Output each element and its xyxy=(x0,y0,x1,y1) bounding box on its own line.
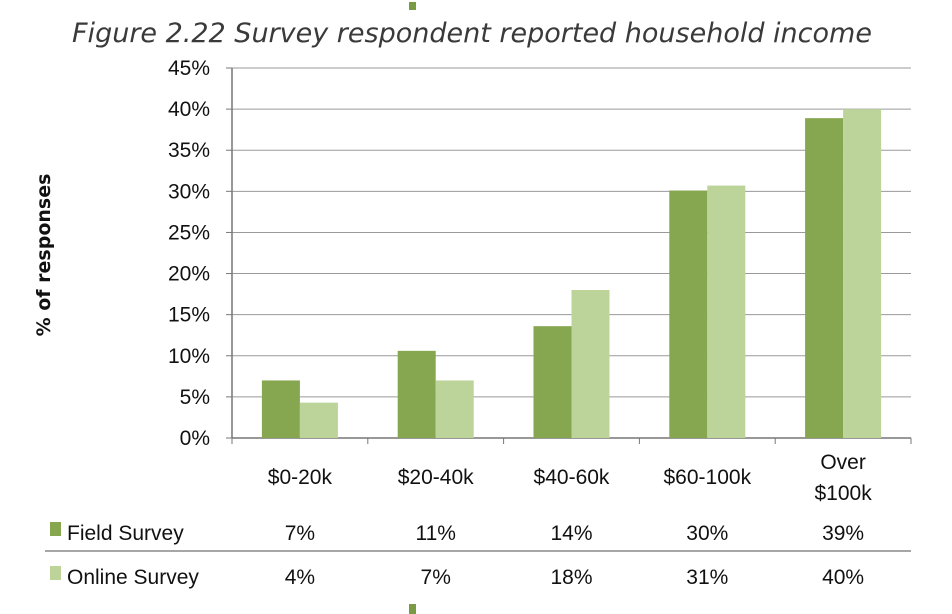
category-labels: $0-20k $20-40k $40-60k $60-100k Over $100k xyxy=(268,451,872,505)
y-tick-label: 20% xyxy=(168,263,210,286)
data-table: Field Survey 7% 11% 14% 30% 39% Online Survey 4… xyxy=(45,522,911,589)
category-label: Over xyxy=(820,451,866,474)
category-label: $60-100k xyxy=(664,466,752,489)
table-value: 31% xyxy=(686,566,728,589)
y-tick-label: 25% xyxy=(168,221,210,244)
y-tick-label: 45% xyxy=(168,57,210,80)
legend-label: Field Survey xyxy=(67,522,184,545)
bar-online-1 xyxy=(435,380,474,438)
bar-field-2 xyxy=(533,326,572,438)
y-tick-label: 15% xyxy=(168,304,210,327)
bar-online-4 xyxy=(843,109,882,438)
table-value: 39% xyxy=(822,522,864,545)
bottom-marker xyxy=(409,604,416,614)
y-tick-label: 10% xyxy=(168,345,210,368)
bar-online-3 xyxy=(707,185,746,438)
table-value: 30% xyxy=(686,522,728,545)
bar-field-4 xyxy=(805,118,844,439)
table-value: 11% xyxy=(415,522,455,545)
category-label: $40-60k xyxy=(534,466,610,489)
chart-title: Figure 2.22 Survey respondent reported h… xyxy=(72,18,872,49)
table-value: 14% xyxy=(550,522,592,545)
bar-online-0 xyxy=(299,402,338,438)
y-tick-labels: 0% 5% 10% 15% 20% 25% 30% 35% 40% 45% xyxy=(168,57,210,450)
legend-label: Online Survey xyxy=(67,566,199,589)
bar-field-3 xyxy=(669,190,708,438)
legend-swatch xyxy=(50,566,61,580)
y-tick-label: 40% xyxy=(168,98,210,121)
table-value: 7% xyxy=(421,566,451,589)
category-label: $100k xyxy=(814,482,872,505)
bar-field-1 xyxy=(397,350,436,438)
y-tick-label: 0% xyxy=(180,427,210,450)
y-tick-label: 30% xyxy=(168,180,210,203)
category-label: $0-20k xyxy=(268,466,333,489)
y-tick-label: 5% xyxy=(180,386,210,409)
bars xyxy=(261,109,882,439)
category-label: $20-40k xyxy=(398,466,474,489)
table-value: 7% xyxy=(285,522,315,545)
top-marker xyxy=(409,2,416,10)
y-tick-label: 35% xyxy=(168,139,210,162)
table-value: 18% xyxy=(550,566,592,589)
table-value: 40% xyxy=(822,566,864,589)
table-value: 4% xyxy=(285,566,315,589)
bar-field-0 xyxy=(261,380,300,438)
y-axis-label: % of responses xyxy=(33,174,55,337)
legend-swatch xyxy=(50,522,61,536)
bar-online-2 xyxy=(571,290,610,438)
